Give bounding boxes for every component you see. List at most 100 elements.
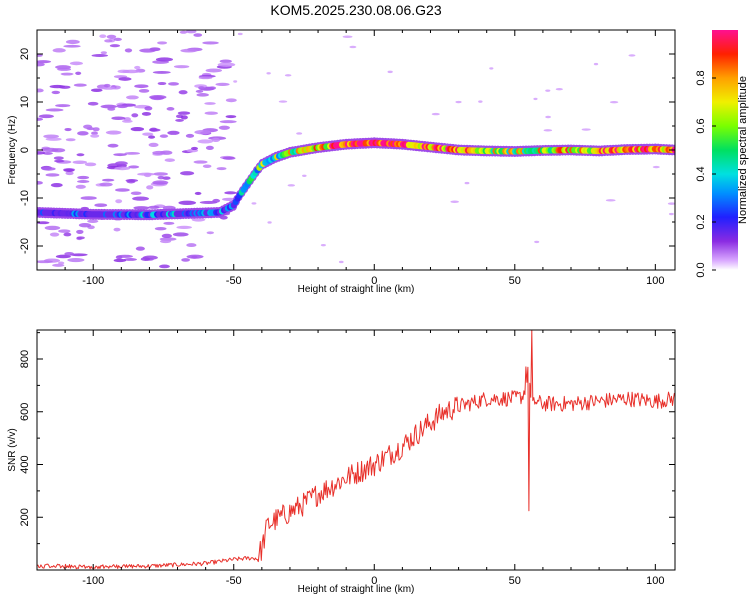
spectrogram-noise-cell [204, 111, 218, 115]
spectrogram-noise-cell [190, 146, 198, 151]
spectrogram-noise-cell [186, 243, 197, 248]
spectrogram-noise-cell [202, 41, 219, 45]
spectrogram-noise-cell [113, 227, 121, 232]
spectrogram-noise-cell [628, 54, 636, 57]
spectrogram-noise-cell [155, 57, 174, 62]
spectrogram-noise-cell [37, 88, 44, 93]
spectrogram-noise-cell [338, 260, 344, 264]
spectrogram-noise-cell [159, 134, 169, 138]
spectrogram-noise-cell [543, 129, 553, 132]
spectrogram-noise-cell [225, 98, 237, 103]
spectrogram-y-tick-label: -20 [19, 238, 31, 254]
spectrogram-y-label: Frequency (Hz) [7, 116, 18, 185]
snr-x-tick-label: 0 [371, 575, 377, 587]
spectrogram-x-tick-label: -50 [226, 275, 242, 287]
snr-y-tick-label: 200 [19, 508, 31, 526]
spectrogram-noise-cell [198, 76, 213, 80]
spectrogram-noise-cell [100, 104, 118, 109]
spectrogram-noise-cell [296, 132, 303, 135]
spectrogram-noise-cell [75, 71, 82, 75]
spectrogram-noise-cell [208, 86, 217, 90]
spectrogram-noise-cell [215, 82, 230, 86]
spectrogram-noise-cell [37, 221, 50, 225]
spectrogram-noise-cell [218, 125, 230, 130]
spectrogram-noise-cell [667, 202, 675, 205]
spectrogram-noise-cell [204, 102, 216, 105]
spectrogram-noise-cell [154, 227, 167, 231]
spectrogram-noise-cell [342, 35, 353, 38]
spectrogram-noise-cell [78, 223, 92, 228]
spectrogram-noise-cell [55, 104, 71, 108]
spectrogram-noise-cell [176, 225, 192, 230]
spectrogram-noise-cell [52, 263, 65, 267]
spectrogram-noise-cell [166, 107, 175, 111]
spectrogram-noise-cell [581, 128, 591, 131]
snr-y-axis: 200 400 600 800 [19, 332, 675, 571]
spectrogram-noise-cell [115, 188, 130, 192]
spectrogram-noise-cell [69, 253, 88, 257]
spectrogram-noise-cell [144, 106, 153, 111]
spectrogram-noise-cell [106, 34, 117, 39]
spectrogram-noise-cell [63, 168, 75, 173]
spectrogram-noise-cell [111, 116, 126, 120]
spectrogram-noise-cell [83, 124, 93, 129]
spectrogram-noise-cell [196, 93, 209, 97]
colorbar-gradient [712, 30, 738, 270]
snr-x-tick-label: -100 [82, 575, 104, 587]
spectrogram-noise-cell [138, 88, 150, 93]
spectrogram-noise-cell [92, 127, 100, 132]
spectrogram-noise-cell [37, 60, 52, 64]
spectrogram-noise-cell [69, 61, 83, 66]
spectrogram-noise-cell [107, 107, 116, 111]
spectrogram-noise-cell [135, 246, 145, 251]
spectrogram-noise-cell [609, 100, 619, 104]
spectrogram-noise-cell [130, 127, 145, 132]
spectrogram-noise-cell [57, 67, 72, 71]
snr-frame [36, 329, 676, 571]
colorbar-tick-label: 0.0 [695, 262, 707, 277]
spectrogram-noise-cell [124, 48, 133, 53]
spectrogram-noise-cell [178, 90, 188, 95]
spectrogram-noise-cell [134, 84, 149, 89]
spectrogram-noise-cell [159, 239, 172, 244]
spectrogram-noise-cell [150, 96, 165, 101]
spectrogram-noise-cell [224, 191, 237, 195]
spectrogram-noise-cell [431, 112, 440, 116]
spectrogram-noise-cell [44, 225, 61, 231]
spectrogram-noise-cell [141, 111, 152, 116]
spectrogram-noise-cell [163, 221, 175, 225]
spectrogram-noise-cell [175, 118, 184, 122]
spectrogram-noise-cell [216, 167, 227, 171]
spectrogram-noise-cell [76, 229, 84, 234]
spectrogram-noise-cell [122, 69, 140, 74]
spectrogram-noise-cell [217, 62, 236, 67]
spectrogram-noise-cell [387, 70, 393, 74]
spectrogram-noise-cell [146, 185, 154, 190]
spectrogram-noise-cell [72, 160, 88, 164]
spectrogram-noise-cell [51, 90, 61, 95]
spectrogram-noise-cell [65, 39, 80, 45]
spectrogram-noise-cell [185, 133, 195, 138]
spectrogram-noise-cell [267, 221, 272, 224]
spectrogram-noise-cell [50, 183, 63, 188]
spectrogram-noise-cell [168, 82, 180, 86]
snr-panel: -100 -50 0 50 100 200 400 600 800 Height of str… [7, 329, 676, 595]
spectrogram-noise-cell [179, 30, 188, 34]
spectrogram-x-tick-label: -100 [82, 275, 104, 287]
spectrogram-noise-cell [41, 167, 56, 171]
spectrogram-noise-cell [153, 172, 168, 176]
spectrogram-noise-cell [202, 164, 212, 168]
spectrogram-noise-cell [45, 108, 64, 112]
colorbar-tick-label: 0.6 [695, 118, 707, 133]
colorbar-tick-label: 0.4 [695, 166, 707, 181]
spectrogram-noise-cell [180, 171, 195, 176]
spectrogram-noise-cell [159, 264, 170, 269]
spectrogram-noise-cell [157, 175, 165, 180]
colorbar-tick-label: 0.2 [695, 214, 707, 229]
colorbar-label: Normalized spectral amplitude [737, 76, 749, 224]
spectrogram-noise-cell [157, 81, 167, 86]
spectrogram-noise-cell [37, 180, 43, 185]
spectrogram-noise-cell [287, 184, 296, 187]
spectrogram-noise-cell [115, 255, 123, 260]
